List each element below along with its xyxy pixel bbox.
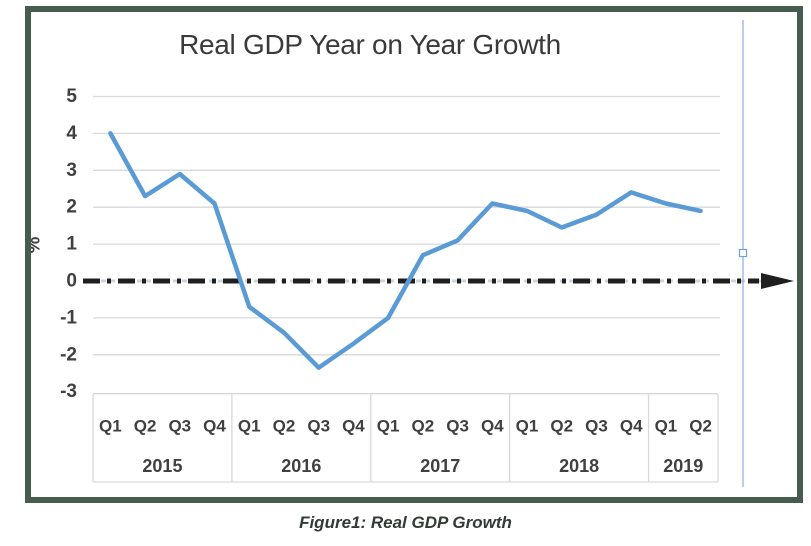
svg-text:Q4: Q4 <box>203 417 226 436</box>
svg-text:Q3: Q3 <box>307 417 330 436</box>
svg-text:Q1: Q1 <box>238 417 261 436</box>
svg-text:2019: 2019 <box>663 456 703 476</box>
x-axis-year-labels: 2015 2016 2017 2018 2019 <box>142 456 703 476</box>
svg-text:Q3: Q3 <box>446 417 469 436</box>
svg-text:Q1: Q1 <box>377 417 400 436</box>
svg-text:Q2: Q2 <box>550 417 573 436</box>
svg-text:5: 5 <box>66 86 77 107</box>
svg-text:1: 1 <box>66 234 77 255</box>
figure-caption: Figure1: Real GDP Growth <box>299 513 512 532</box>
svg-text:Q3: Q3 <box>585 417 608 436</box>
y-axis-labels: 5 4 3 2 1 0 -1 -2 -3 <box>60 86 77 402</box>
svg-text:Q2: Q2 <box>412 417 435 436</box>
zero-axis-arrow-icon <box>761 273 794 289</box>
svg-text:-1: -1 <box>60 307 77 328</box>
svg-text:Q2: Q2 <box>134 417 157 436</box>
svg-text:Q1: Q1 <box>516 417 539 436</box>
svg-text:2017: 2017 <box>420 456 460 476</box>
svg-text:2: 2 <box>66 197 77 218</box>
svg-text:Q2: Q2 <box>273 417 296 436</box>
svg-text:2015: 2015 <box>142 456 182 476</box>
category-axis-table <box>92 393 719 483</box>
y-axis-title: % <box>23 236 45 254</box>
svg-text:Q1: Q1 <box>99 417 122 436</box>
svg-text:Q4: Q4 <box>620 417 643 436</box>
svg-text:2018: 2018 <box>559 456 599 476</box>
gridlines <box>93 95 720 356</box>
svg-text:-2: -2 <box>60 344 77 365</box>
svg-text:Q3: Q3 <box>168 417 191 436</box>
svg-text:2016: 2016 <box>281 456 321 476</box>
svg-text:-3: -3 <box>60 381 77 402</box>
svg-text:3: 3 <box>66 160 77 181</box>
x-axis-quarter-labels: Q1 Q2 Q3 Q4 Q1 Q2 Q3 Q4 Q1 Q2 Q3 Q4 Q1 Q2 Q3 Q4 Q1 Q2 <box>99 417 712 436</box>
gdp-growth-line-chart: 5 4 3 2 1 0 -1 -2 -3 Q1 Q2 Q3 Q4 Q1 Q2 Q3 Q4 Q1 Q2 Q3 Q4 Q1 Q2… <box>60 20 794 487</box>
svg-text:4: 4 <box>66 123 77 144</box>
selection-handle[interactable] <box>738 248 748 258</box>
svg-text:Q4: Q4 <box>481 417 504 436</box>
svg-text:Q4: Q4 <box>342 417 365 436</box>
svg-text:Q2: Q2 <box>689 417 712 436</box>
gdp-data-line <box>108 131 703 370</box>
svg-text:Q1: Q1 <box>655 417 678 436</box>
chart-title: Real GDP Year on Year Growth <box>179 29 561 60</box>
svg-text:0: 0 <box>66 271 77 292</box>
